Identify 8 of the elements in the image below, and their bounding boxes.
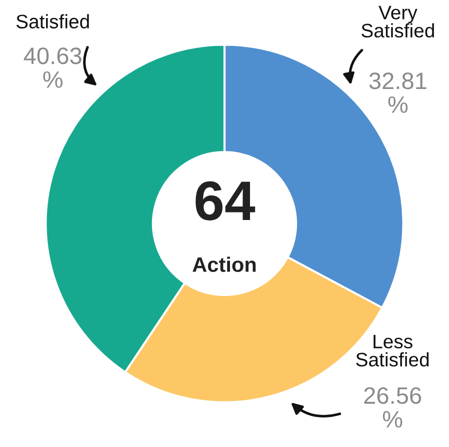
slice-label: Satisfied [16,14,89,28]
slice-label: Less Satisfied [356,334,429,367]
slice-label: Very Satisfied [362,6,434,38]
data-label: 32.81 % [369,72,426,113]
text: 64 [196,181,256,221]
data-label: 40.63 % [24,47,82,88]
text: Action [192,256,256,272]
data-label: 26.56 % [364,387,422,428]
